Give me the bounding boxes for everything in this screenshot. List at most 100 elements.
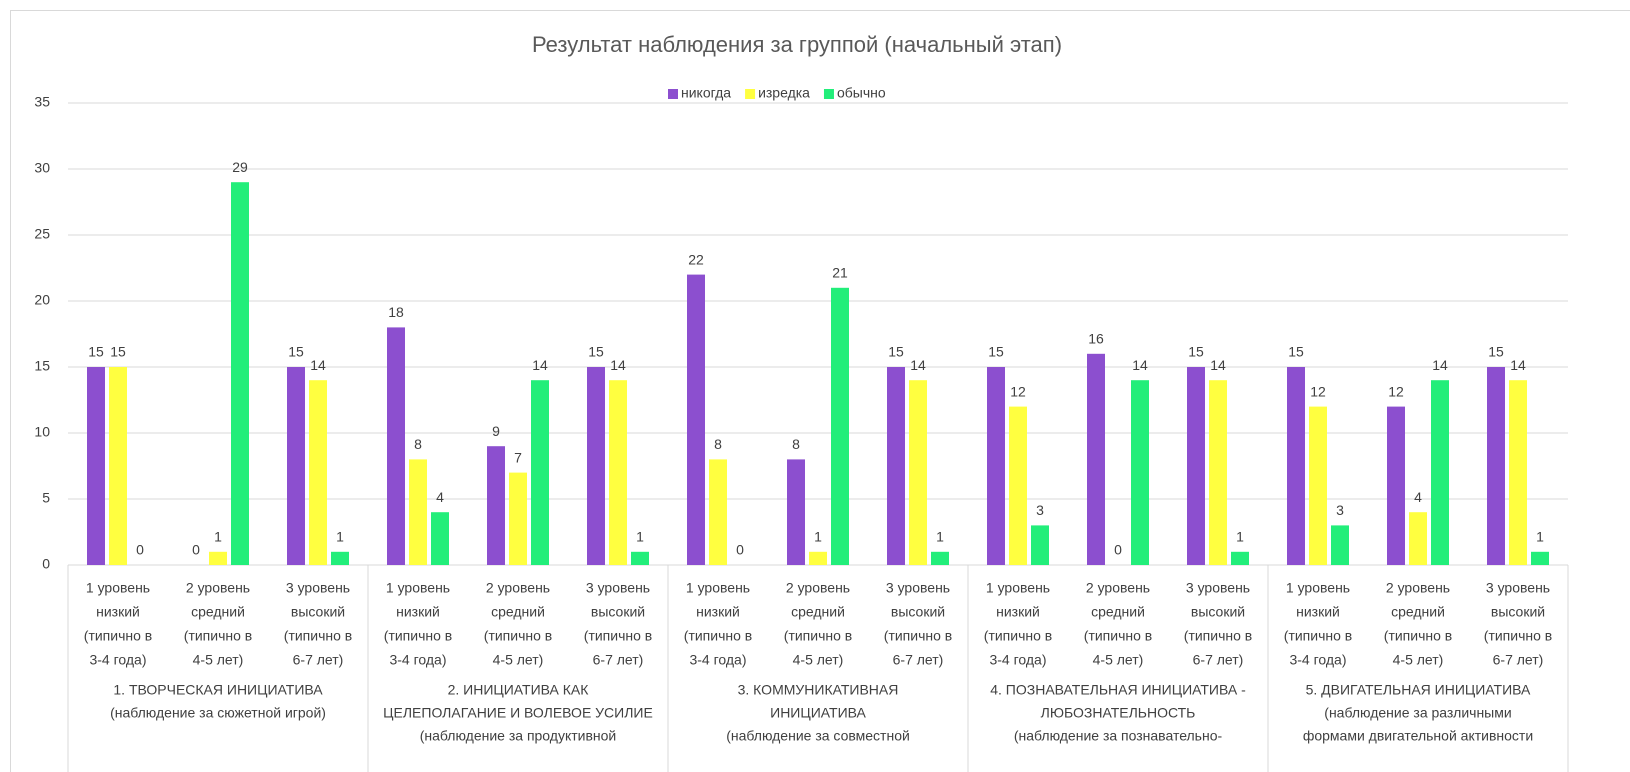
- value-label: 15: [88, 344, 104, 360]
- value-label: 8: [714, 436, 722, 452]
- x-tick-label: 1 уровень: [686, 580, 750, 596]
- bar: [309, 380, 327, 565]
- x-tick-label: (типично в: [484, 628, 552, 644]
- legend-swatch: [823, 89, 834, 99]
- x-tick-label: (типично в: [584, 628, 652, 644]
- bar: [1331, 525, 1349, 565]
- x-tick-label: 1 уровень: [986, 580, 1050, 596]
- value-label: 0: [192, 542, 200, 558]
- x-tick-label: высокий: [591, 604, 645, 620]
- x-tick-label: средний: [491, 604, 545, 620]
- x-tick-label: низкий: [996, 604, 1040, 620]
- x-tick-label: 3 уровень: [1486, 580, 1550, 596]
- value-label: 1: [336, 529, 344, 545]
- bar: [1431, 380, 1449, 565]
- x-tick-label: (типично в: [184, 628, 252, 644]
- bar: [231, 182, 249, 565]
- x-tick-label: (типично в: [1284, 628, 1352, 644]
- x-tick-label: 3-4 года): [1289, 652, 1346, 668]
- group-label: 4. ПОЗНАВАТЕЛЬНАЯ ИНИЦИАТИВА -: [990, 682, 1246, 698]
- value-label: 21: [832, 265, 848, 281]
- x-tick-label: 6-7 лет): [593, 652, 644, 668]
- bar: [609, 380, 627, 565]
- bar: [1531, 551, 1549, 565]
- legend-swatch: [745, 89, 756, 99]
- bar: [1231, 551, 1249, 565]
- bar: [431, 512, 449, 565]
- x-tick-label: 6-7 лет): [1193, 652, 1244, 668]
- x-tick-label: высокий: [291, 604, 345, 620]
- bar: [1509, 380, 1527, 565]
- x-tick-label: низкий: [96, 604, 140, 620]
- value-label: 0: [136, 542, 144, 558]
- bar: [831, 287, 849, 565]
- bar: [787, 459, 805, 565]
- group-label: 3. КОММУНИКАТИВНАЯ: [738, 682, 899, 698]
- x-tick-label: 1 уровень: [1286, 580, 1350, 596]
- x-tick-label: 1 уровень: [386, 580, 450, 596]
- y-tick-label: 20: [34, 292, 50, 308]
- value-label: 12: [1388, 383, 1404, 399]
- value-label: 3: [1036, 502, 1044, 518]
- x-tick-label: 6-7 лет): [293, 652, 344, 668]
- value-label: 16: [1088, 331, 1104, 347]
- value-label: 1: [1536, 529, 1544, 545]
- value-label: 3: [1336, 502, 1344, 518]
- x-tick-label: 4-5 лет): [193, 652, 244, 668]
- legend-label: обычно: [837, 85, 886, 101]
- chart-title: Результат наблюдения за группой (начальн…: [532, 32, 1062, 57]
- bar: [1387, 406, 1405, 565]
- value-label: 14: [1432, 357, 1448, 373]
- bar: [1087, 353, 1105, 565]
- x-tick-label: 4-5 лет): [493, 652, 544, 668]
- y-tick-label: 15: [34, 358, 50, 374]
- bar: [509, 472, 527, 565]
- group-label: формами двигательной активности: [1303, 728, 1533, 744]
- value-label: 8: [792, 436, 800, 452]
- bar: [1309, 406, 1327, 565]
- x-tick-label: 2 уровень: [1386, 580, 1450, 596]
- x-tick-label: (типично в: [984, 628, 1052, 644]
- bar: [931, 551, 949, 565]
- x-tick-label: (типично в: [1184, 628, 1252, 644]
- x-tick-label: 6-7 лет): [893, 652, 944, 668]
- bar: [687, 274, 705, 565]
- x-tick-label: 2 уровень: [1086, 580, 1150, 596]
- value-label: 4: [1414, 489, 1422, 505]
- value-label: 1: [636, 529, 644, 545]
- x-tick-label: 6-7 лет): [1493, 652, 1544, 668]
- x-tick-label: 3 уровень: [586, 580, 650, 596]
- value-label: 1: [1236, 529, 1244, 545]
- bar: [387, 327, 405, 565]
- x-tick-label: 3-4 года): [89, 652, 146, 668]
- bar: [809, 551, 827, 565]
- x-tick-label: 3-4 года): [389, 652, 446, 668]
- bar: [487, 446, 505, 565]
- value-label: 15: [988, 344, 1004, 360]
- x-tick-label: 4-5 лет): [793, 652, 844, 668]
- x-tick-label: 1 уровень: [86, 580, 150, 596]
- x-tick-label: средний: [791, 604, 845, 620]
- x-tick-label: средний: [191, 604, 245, 620]
- y-tick-label: 35: [34, 94, 50, 110]
- bar: [987, 367, 1005, 565]
- bar: [409, 459, 427, 565]
- x-tick-label: (типично в: [384, 628, 452, 644]
- y-tick-label: 25: [34, 226, 50, 242]
- x-tick-label: 4-5 лет): [1393, 652, 1444, 668]
- value-label: 8: [414, 436, 422, 452]
- value-label: 12: [1010, 383, 1026, 399]
- x-tick-label: (типично в: [784, 628, 852, 644]
- bar: [1131, 380, 1149, 565]
- bar: [87, 367, 105, 565]
- x-tick-label: 2 уровень: [186, 580, 250, 596]
- x-tick-label: высокий: [1491, 604, 1545, 620]
- x-tick-label: (типично в: [684, 628, 752, 644]
- value-label: 18: [388, 304, 404, 320]
- value-label: 4: [436, 489, 444, 505]
- value-label: 14: [532, 357, 548, 373]
- value-label: 12: [1310, 383, 1326, 399]
- bar: [109, 367, 127, 565]
- value-label: 29: [232, 159, 248, 175]
